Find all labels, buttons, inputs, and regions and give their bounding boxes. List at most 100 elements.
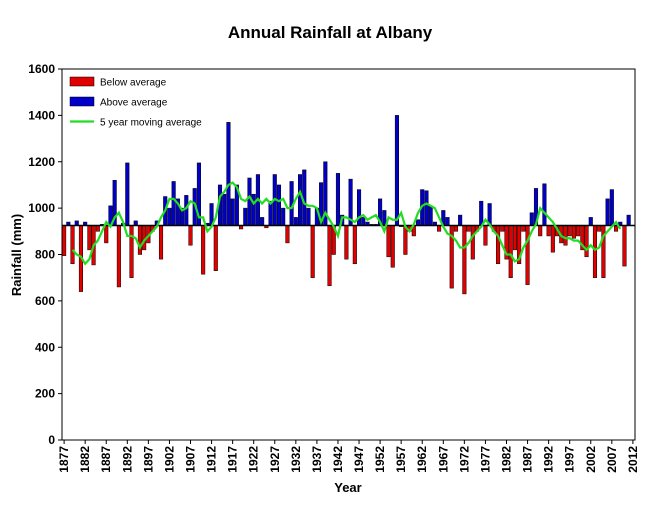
x-tick-label: 1992 [542, 446, 556, 473]
bar [403, 225, 408, 255]
legend-label: Above average [100, 98, 168, 109]
bar [171, 181, 176, 226]
y-tick-label: 200 [35, 387, 55, 401]
y-tick-label: 1400 [28, 108, 55, 122]
bar [394, 115, 399, 226]
bar [285, 225, 290, 244]
bar [276, 184, 282, 226]
bar [310, 225, 315, 278]
bar [201, 225, 206, 275]
x-tick-label: 1922 [247, 446, 261, 473]
x-tick-label: 1987 [521, 446, 535, 473]
bar [512, 225, 517, 251]
x-tick-label: 1967 [436, 446, 450, 473]
legend-swatch [69, 76, 95, 87]
x-tick-label: 2002 [584, 446, 598, 473]
x-tick-label: 1937 [310, 446, 324, 473]
x-tick-label: 1972 [457, 446, 471, 473]
bar [542, 183, 547, 226]
x-tick-label: 1957 [394, 446, 408, 473]
bar [592, 225, 598, 278]
bar [613, 225, 619, 232]
legend-label: 5 year moving average [100, 118, 202, 129]
legend-swatch [69, 96, 95, 107]
bar [125, 162, 130, 226]
bar [226, 122, 231, 226]
legend-label: Below average [100, 78, 167, 89]
bar [70, 225, 75, 265]
y-tick-label: 1200 [28, 155, 55, 169]
bar [563, 225, 568, 246]
bar [571, 225, 576, 239]
x-tick-label: 1942 [331, 446, 345, 473]
bar [327, 225, 332, 287]
y-tick-label: 400 [35, 340, 55, 354]
bar [230, 198, 235, 226]
bar [609, 189, 614, 226]
x-tick-label: 2012 [626, 446, 640, 473]
bar [597, 225, 602, 232]
bar [158, 225, 164, 260]
bar [550, 225, 555, 253]
bar [415, 219, 421, 226]
x-tick-label: 1962 [415, 446, 429, 473]
x-tick-label: 1882 [78, 446, 92, 473]
bar [500, 225, 505, 232]
bar [605, 198, 610, 226]
bar [293, 217, 298, 226]
y-tick-label: 800 [35, 248, 55, 262]
x-tick-label: 1952 [373, 446, 387, 473]
bar [567, 225, 572, 237]
x-tick-label: 1897 [141, 446, 155, 473]
bar [306, 207, 311, 226]
bar [445, 217, 450, 226]
bar [247, 177, 252, 226]
bar [62, 225, 67, 256]
y-tick-label: 1600 [28, 62, 55, 76]
bar [260, 217, 265, 226]
y-tick-label: 600 [35, 294, 55, 308]
x-tick-label: 1907 [184, 446, 198, 473]
moving-average-line [71, 181, 622, 266]
bar [584, 225, 589, 258]
bar [243, 207, 248, 226]
bar [470, 225, 475, 260]
x-tick-label: 1932 [289, 446, 303, 473]
x-tick-label: 1902 [162, 446, 176, 473]
bar [184, 195, 189, 226]
bar [466, 225, 471, 232]
bar [622, 225, 627, 267]
x-tick-label: 2007 [605, 446, 619, 473]
bar [352, 225, 357, 265]
bar [462, 225, 467, 295]
bar [546, 225, 551, 237]
x-tick-label: 1912 [205, 446, 219, 473]
bar [453, 225, 458, 232]
x-tick-label: 1982 [499, 446, 513, 473]
bar [382, 210, 387, 226]
bar [479, 200, 484, 226]
x-tick-label: 1892 [120, 446, 134, 473]
bar [626, 214, 631, 226]
bar [188, 225, 193, 246]
x-tick-label: 1917 [226, 446, 240, 473]
bar [104, 225, 109, 244]
chart-title: Annual Rainfall at Albany [228, 23, 433, 42]
bar [116, 225, 121, 288]
x-tick-label: 1947 [352, 446, 366, 473]
bar [424, 190, 429, 226]
bar [496, 225, 501, 265]
bar [538, 225, 543, 237]
bar [129, 225, 134, 278]
bar [95, 225, 100, 232]
bar [335, 173, 341, 226]
x-tick-label: 1927 [268, 446, 282, 473]
bar [298, 174, 303, 226]
bar [281, 207, 286, 226]
bar [508, 225, 513, 278]
bar [386, 225, 391, 258]
x-tick-label: 1997 [563, 446, 577, 473]
x-tick-label: 1877 [57, 446, 71, 473]
bar [87, 225, 92, 251]
